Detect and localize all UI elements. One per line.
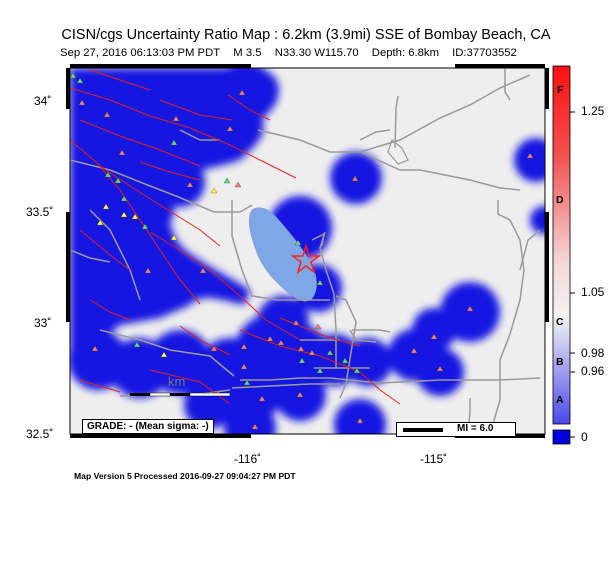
colorbar-letter-b: B — [556, 356, 564, 368]
scale-label: km — [168, 374, 186, 389]
colorbar-value-0: 0 — [581, 430, 588, 444]
map-title: CISN/cgs Uncertainty Ratio Map : 6.2km (… — [61, 27, 551, 43]
colorbar-value-0-98: 0.98 — [581, 346, 605, 360]
colorbar-letter-a: A — [556, 394, 564, 406]
lat-tick-34: 34˚ — [34, 94, 52, 108]
mi-legend-line — [403, 428, 443, 432]
colorbar-letter-f: F — [557, 84, 564, 96]
mi-legend-label: MI = 6.0 — [457, 423, 494, 434]
colorbar-value-0-96: 0.96 — [581, 364, 605, 378]
event-depth: Depth: 6.8km — [371, 47, 439, 59]
faults — [70, 69, 401, 405]
station-markers — [70, 72, 534, 430]
colorbar — [552, 65, 571, 425]
lat-tick-32-5: 32.5˚ — [26, 427, 54, 441]
lat-tick-33: 33˚ — [34, 316, 52, 330]
event-date: Sep 27, 2016 06:13:03 PM PDT — [60, 47, 221, 59]
event-location: N33.30 W115.70 — [274, 47, 359, 59]
colorbar-letter-c: C — [556, 316, 564, 328]
mi-legend: MI = 6.0 — [396, 422, 516, 437]
colorbar-value-1-25: 1.25 — [581, 104, 605, 118]
salton-sea — [249, 207, 317, 302]
colorbar-value-1-05: 1.05 — [581, 285, 605, 299]
scale-bar — [130, 392, 231, 397]
map-version-footer: Map Version 5 Processed 2016-09-27 09:04… — [74, 471, 296, 481]
event-id: ID:37703552 — [452, 47, 517, 59]
star-icon — [290, 243, 322, 274]
event-magnitude: M 3.5 — [233, 47, 262, 59]
event-info: Sep 27, 2016 06:13:03 PM PDT M 3.5 N33.3… — [60, 47, 580, 59]
roads — [70, 68, 541, 434]
lon-tick-116: -116˚ — [234, 452, 262, 466]
colorbar-zero-swatch — [552, 429, 571, 445]
colorbar-ticks — [570, 111, 575, 438]
lat-tick-33-5: 33.5˚ — [26, 205, 54, 219]
lake-north — [387, 138, 409, 165]
colorbar-letter-d: D — [556, 194, 564, 206]
lon-tick-115: -115˚ — [420, 452, 448, 466]
grade-box: GRADE: - (Mean sigma: -) — [82, 419, 214, 434]
